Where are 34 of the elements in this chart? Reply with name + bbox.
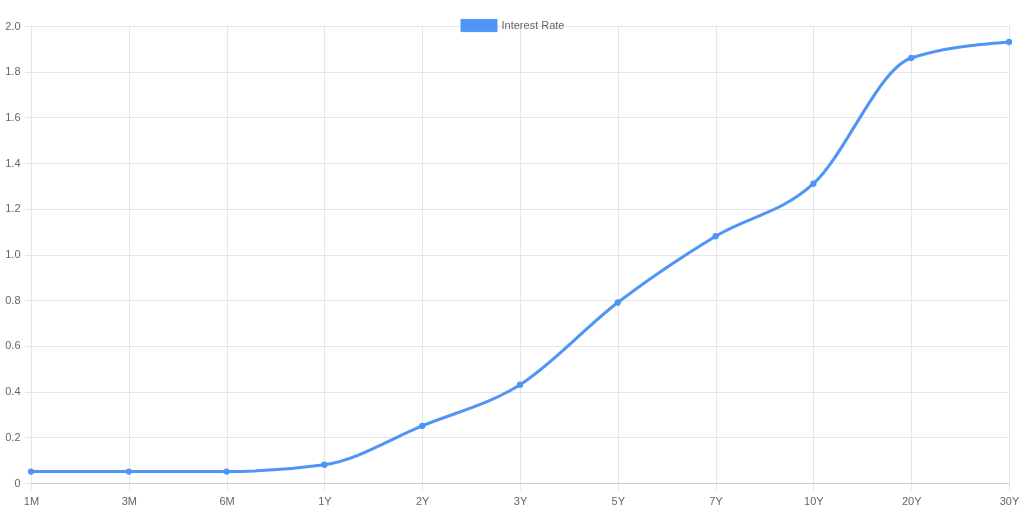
x-tick-label: 2Y xyxy=(415,494,431,507)
y-tick-label: 0 xyxy=(14,476,21,489)
x-tick-label: 6M xyxy=(219,494,235,507)
y-tick-label: 1.2 xyxy=(5,202,21,215)
point xyxy=(908,54,915,62)
point xyxy=(125,468,132,475)
x-tick-label: 10Y xyxy=(804,494,825,507)
y-tick-label: 1.6 xyxy=(5,110,21,123)
x-tick-label: 3Y xyxy=(513,494,528,507)
point xyxy=(712,233,719,240)
x-tick-label: 20Y xyxy=(901,494,923,507)
x-tick-label: 30Y xyxy=(999,494,1020,507)
y-tick-label: 0.8 xyxy=(5,293,21,306)
legend-label: Interest Rate xyxy=(501,18,565,31)
point xyxy=(810,180,817,187)
x-tick-label: 1Y xyxy=(318,494,333,507)
x-tick-label: 5Y xyxy=(611,494,626,507)
y-tick-label: 1.8 xyxy=(5,65,21,78)
y-tick-label: 2.0 xyxy=(5,19,21,32)
y-tick-label: 0.4 xyxy=(5,385,21,398)
point xyxy=(1005,38,1013,46)
point xyxy=(614,299,621,306)
point xyxy=(223,468,230,475)
point xyxy=(516,381,524,388)
point xyxy=(27,468,35,475)
y-tick-label: 0.2 xyxy=(5,430,21,443)
x-tick-label: 1M xyxy=(23,494,40,507)
x-tick-label: 7Y xyxy=(709,494,724,507)
y-tick-label: 1.0 xyxy=(5,248,21,260)
x-tick-label: 3M xyxy=(121,494,137,507)
point xyxy=(419,422,426,430)
point xyxy=(321,461,328,468)
y-tick-label: 0.6 xyxy=(5,339,21,352)
y-tick-label: 1.4 xyxy=(5,156,21,169)
